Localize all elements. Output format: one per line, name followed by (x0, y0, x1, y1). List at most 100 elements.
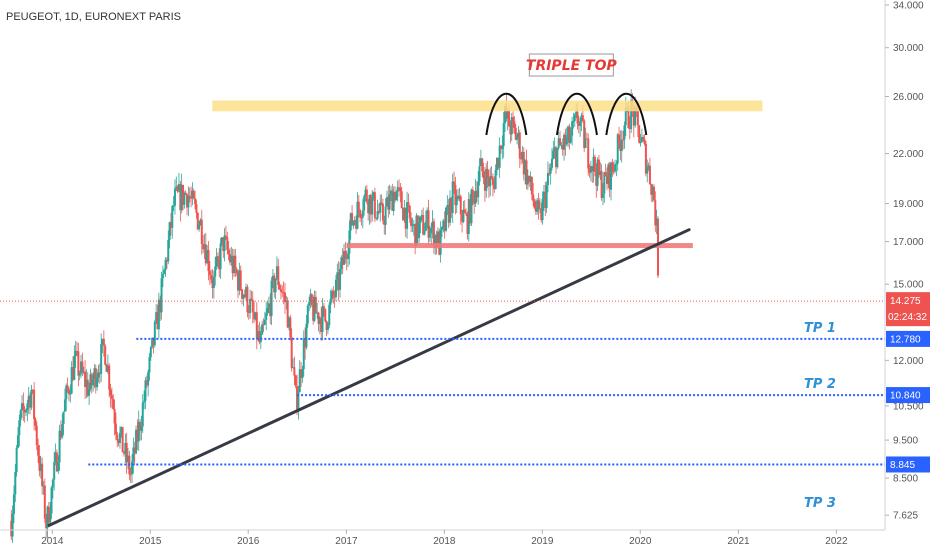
candle-body (334, 279, 337, 298)
candle-body (210, 275, 213, 280)
price-tick-label: 26.000 (893, 92, 924, 103)
candle-body (220, 237, 223, 244)
candle-body (155, 312, 158, 322)
candle-body (365, 189, 368, 202)
candle-body (25, 410, 28, 413)
candle-body (463, 209, 466, 214)
candle-body (26, 403, 29, 411)
candle-body (400, 191, 403, 209)
candle-body (557, 138, 560, 148)
candle-body (188, 195, 191, 198)
candle-body (16, 435, 19, 448)
time-axis[interactable]: 2014 2015 2016 2017 2018 2019 2020 2021 2022 (0, 529, 885, 547)
candle-body (522, 152, 525, 175)
candle-body (82, 371, 85, 373)
candle-body (585, 138, 588, 140)
candle-body (61, 424, 64, 438)
candle-body (223, 235, 226, 252)
price-tick-label: 7.625 (893, 511, 918, 522)
candle-body (487, 177, 490, 187)
candle-body (59, 430, 62, 438)
candle-body (289, 317, 292, 338)
candle-body (180, 184, 183, 211)
candle-body (361, 210, 364, 218)
price-axis[interactable]: 7.625 8.500 9.500 10.500 12.000 15.000 17.000 1… (884, 0, 924, 530)
candle-body (54, 452, 57, 463)
candle-body (293, 367, 296, 376)
candle-body (31, 389, 34, 391)
price-tick-label: 30.000 (893, 43, 924, 54)
candle-body (443, 220, 446, 231)
candle-body (371, 197, 374, 215)
candle-body (165, 259, 168, 262)
candle-body (163, 269, 166, 274)
candle-body (470, 189, 473, 224)
candle-body (611, 162, 614, 172)
candle-body (534, 208, 537, 212)
candle-body (403, 207, 406, 221)
price-tick-label: 17.000 (893, 237, 924, 248)
candle-body (202, 244, 205, 250)
candle-body (168, 222, 171, 241)
current-price-value: 14.275 (890, 296, 921, 307)
candle-body (431, 221, 434, 228)
candle-body (176, 186, 179, 192)
candle-body (408, 205, 411, 219)
candle-body (600, 171, 603, 198)
candle-body (490, 176, 493, 179)
candle-body (215, 256, 218, 267)
candle-body (298, 369, 301, 393)
candle-body (482, 171, 485, 179)
candle-body (89, 374, 92, 390)
candle-body (12, 494, 15, 514)
candle-body (310, 294, 313, 305)
candle-body (418, 222, 421, 238)
candle-body (628, 127, 631, 130)
candle-body (101, 338, 104, 345)
price-tick-label: 8.500 (893, 474, 918, 485)
candle-body (506, 110, 509, 119)
time-tick-label: 2015 (139, 536, 162, 547)
candle-body (304, 338, 307, 348)
candle-body (583, 120, 586, 149)
candle-body (211, 279, 214, 289)
candle-body (559, 138, 562, 146)
candle-body (34, 419, 37, 426)
candle-body (435, 235, 438, 248)
candle-body (385, 197, 388, 207)
time-tick-label: 2022 (825, 536, 848, 547)
resistance-zone (212, 100, 763, 112)
candle-body (151, 337, 154, 348)
candle-body (258, 331, 261, 343)
candle-body (341, 257, 344, 265)
candle-body (198, 225, 201, 230)
time-tick-label: 2016 (237, 536, 260, 547)
candle-body (359, 210, 362, 218)
candle-body (396, 187, 399, 192)
candle-body (94, 368, 97, 388)
target-price-tag-label: 8.845 (890, 460, 915, 471)
candle-body (343, 251, 346, 265)
candle-body (618, 134, 621, 142)
candle-body (269, 303, 272, 317)
candle-body (367, 201, 370, 214)
candle-body (372, 192, 375, 198)
candle-body (520, 158, 523, 160)
candle-body (466, 213, 469, 234)
candle-body (469, 199, 472, 224)
candle-body (549, 167, 552, 174)
candle-body (632, 107, 635, 126)
candle-body (169, 222, 172, 228)
candle-body (537, 200, 540, 209)
candle-body (352, 221, 355, 226)
candle-body (337, 272, 340, 290)
candle-body (406, 202, 409, 229)
candle-body (41, 463, 44, 487)
candle-body (573, 114, 576, 121)
candle-body (412, 224, 415, 226)
candle-body (88, 389, 91, 396)
candle-body (314, 296, 317, 314)
candle-body (655, 218, 658, 226)
candle-body (35, 425, 38, 446)
